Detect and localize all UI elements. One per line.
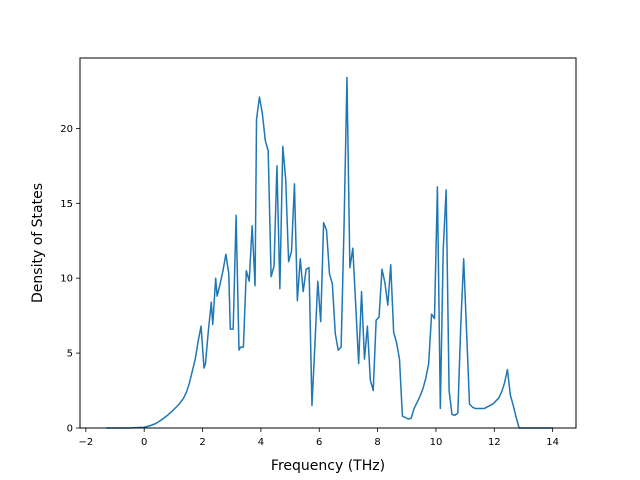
- x-tick-label: 10: [430, 437, 443, 448]
- y-tick-label: 5: [67, 349, 73, 360]
- x-tick-label: 4: [258, 437, 264, 448]
- x-tick-label: −2: [78, 437, 93, 448]
- x-tick-label: 0: [141, 437, 147, 448]
- dos-series-line: [106, 76, 553, 429]
- x-axis-ticks: −2 0 2 4 6 8 10 12 14: [78, 428, 559, 448]
- y-axis-label: Density of States: [30, 183, 46, 303]
- axes-frame: [79, 57, 577, 429]
- x-axis-label: Frequency (THz): [271, 458, 385, 474]
- y-axis-ticks: 0 5 10 15 20: [60, 124, 80, 435]
- y-tick-label: 0: [67, 424, 73, 435]
- x-tick-label: 14: [546, 437, 559, 448]
- x-tick-label: 8: [374, 437, 380, 448]
- x-tick-label: 12: [488, 437, 501, 448]
- y-tick-label: 15: [60, 199, 73, 210]
- y-tick-label: 10: [60, 274, 73, 285]
- x-tick-label: 2: [199, 437, 205, 448]
- y-tick-label: 20: [60, 124, 73, 135]
- plot-area: [106, 76, 553, 429]
- x-tick-label: 6: [316, 437, 322, 448]
